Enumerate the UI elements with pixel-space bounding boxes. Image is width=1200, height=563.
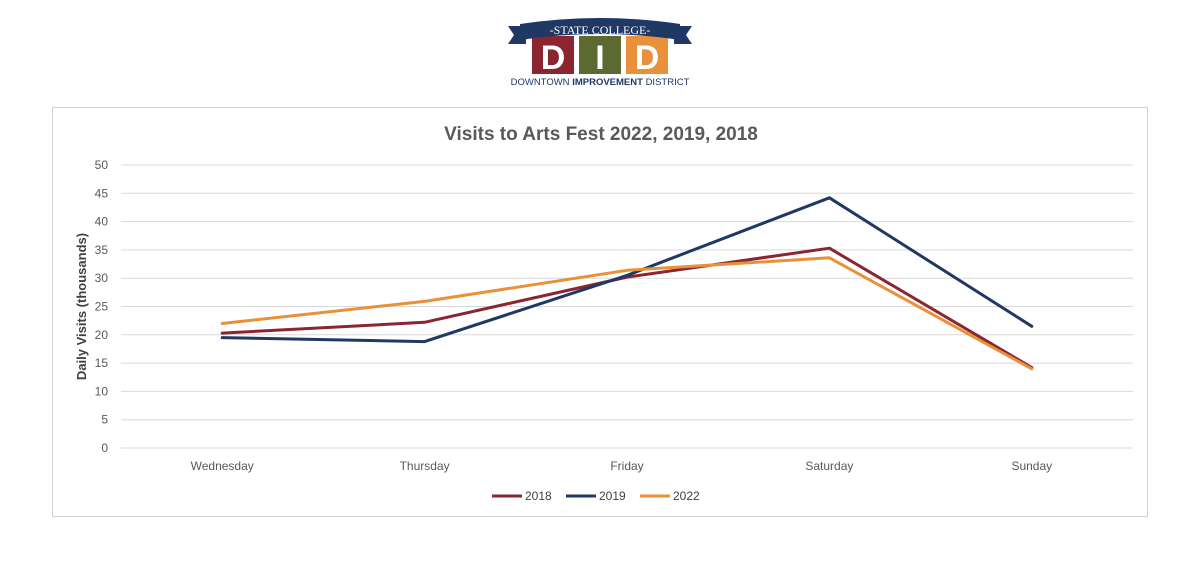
logo-subtitle: DOWNTOWN IMPROVEMENT DISTRICT: [511, 77, 690, 88]
logo-banner: [520, 18, 680, 40]
legend: 2018 2019 2022: [492, 489, 700, 503]
series-lines: [220, 196, 1034, 371]
y-tick-label: 45: [95, 186, 109, 200]
logo-block-i: [579, 36, 621, 74]
legend-label: 2018: [525, 489, 552, 503]
series-line-2022: [220, 256, 1034, 371]
logo-letter-d1: D: [541, 39, 566, 77]
x-tick-label: Sunday: [1011, 459, 1052, 473]
x-tick-label: Friday: [610, 459, 643, 473]
y-tick-label: 10: [95, 384, 109, 398]
y-tick-label: 25: [95, 300, 109, 314]
x-tick-labels: Wednesday Thursday Friday Saturday Sunday: [191, 459, 1053, 473]
chart-title: Visits to Arts Fest 2022, 2019, 2018: [444, 124, 758, 145]
y-tick-label: 40: [95, 215, 109, 229]
y-axis-label: Daily Visits (thousands): [74, 233, 89, 380]
x-tick-label: Saturday: [805, 459, 853, 473]
y-tick-label: 50: [95, 158, 109, 172]
legend-label: 2019: [599, 489, 626, 503]
logo-banner-text: -STATE COLLEGE-: [550, 23, 651, 37]
series-line-2019: [220, 196, 1034, 344]
series-line-2018: [220, 246, 1034, 370]
gridlines: [121, 164, 1133, 449]
y-tick-label: 0: [101, 441, 108, 455]
y-tick-labels: 0 5 10 15 20 25 30 35 40 45 50: [95, 158, 109, 455]
y-tick-label: 30: [95, 271, 109, 285]
x-tick-label: Wednesday: [191, 459, 254, 473]
legend-label: 2022: [673, 489, 700, 503]
x-tick-label: Thursday: [400, 459, 450, 473]
y-tick-label: 5: [101, 413, 108, 427]
logo: D I D -STATE COLLEGE- DOWNTOWN IMPROVEME…: [500, 14, 700, 90]
line-chart: Visits to Arts Fest 2022, 2019, 2018 Dai…: [74, 124, 1133, 503]
y-tick-label: 35: [95, 243, 109, 257]
logo-subtitle-part1: DOWNTOWN: [511, 77, 570, 88]
logo-block-d2: [626, 36, 668, 74]
logo-letter-i: I: [595, 39, 604, 77]
y-tick-label: 20: [95, 328, 109, 342]
logo-subtitle-part3: DISTRICT: [646, 77, 690, 88]
chart-frame: Visits to Arts Fest 2022, 2019, 2018 Dai…: [52, 107, 1148, 517]
did-logo-graphic: D I D -STATE COLLEGE- DOWNTOWN IMPROVEME…: [508, 18, 692, 88]
logo-block-d1: [532, 36, 574, 74]
y-tick-label: 15: [95, 356, 109, 370]
logo-subtitle-part2: IMPROVEMENT: [572, 77, 643, 88]
logo-letter-d2: D: [635, 39, 660, 77]
